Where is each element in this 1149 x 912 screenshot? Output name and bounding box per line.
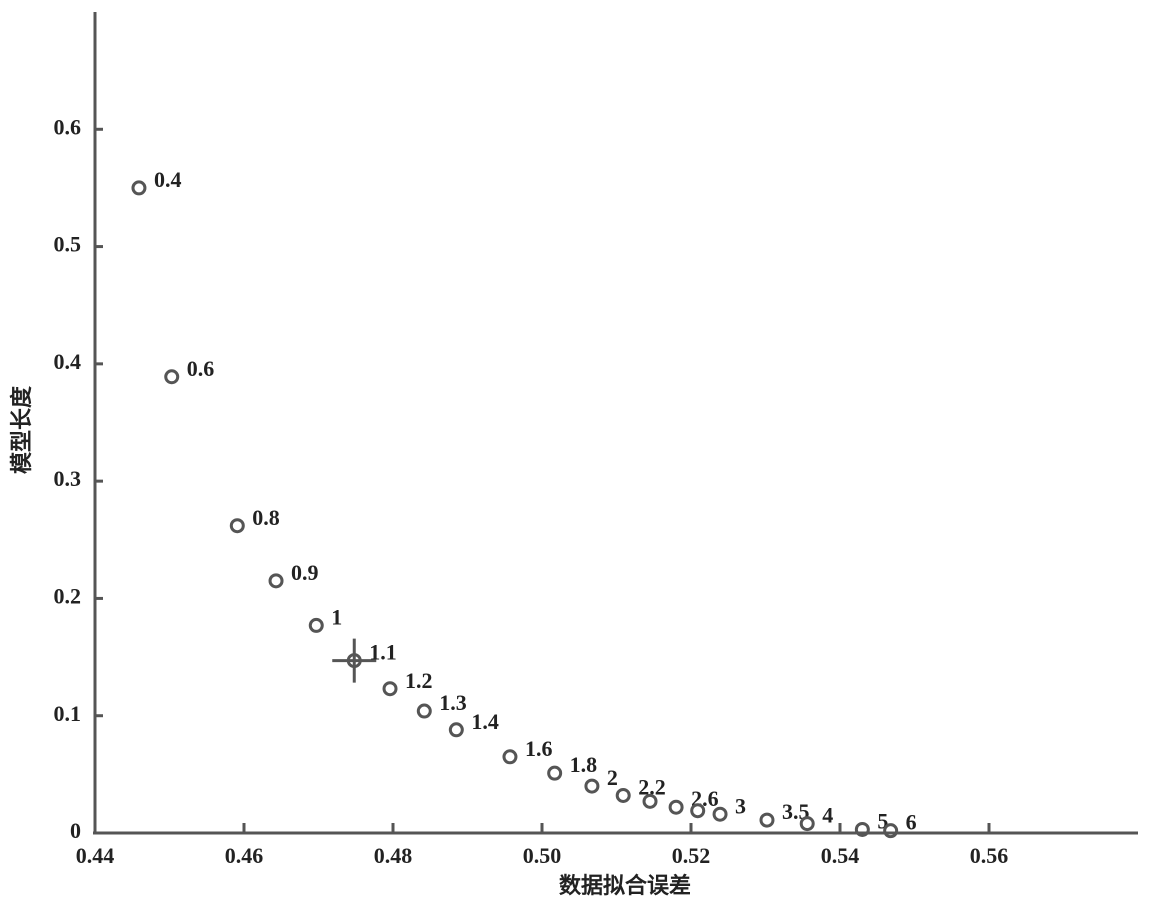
x-tick-label: 0.52: [672, 843, 711, 868]
point-label: 0.4: [154, 167, 182, 192]
y-tick-label: 0.2: [54, 583, 82, 608]
point-label: 3.5: [782, 799, 810, 824]
point: [883, 823, 899, 839]
point: [642, 793, 658, 809]
point-label: 1.6: [525, 736, 553, 761]
point: [712, 806, 728, 822]
point-label: 6: [906, 810, 917, 835]
point-label: 1.1: [369, 640, 397, 665]
point-label: 1.2: [405, 668, 433, 693]
point-label: 2: [607, 765, 618, 790]
point: [854, 821, 870, 837]
point-label: 5: [877, 809, 888, 834]
point-label: 1.8: [570, 752, 598, 777]
point: [690, 803, 706, 819]
point-label: 1: [331, 604, 342, 629]
x-tick-label: 0.50: [523, 843, 562, 868]
y-tick-label: 0: [70, 818, 81, 843]
point: [131, 180, 147, 196]
point: [615, 787, 631, 803]
point: [502, 749, 518, 765]
highlight-cross: [332, 638, 377, 683]
point-label: 1.4: [471, 709, 499, 734]
point: [584, 778, 600, 794]
y-axis-title: 模型长度: [9, 385, 34, 474]
point-label: 3: [735, 793, 746, 818]
y-tick-label: 0.5: [54, 232, 82, 257]
x-tick-label: 0.46: [225, 843, 264, 868]
y-tick-label: 0.3: [54, 466, 82, 491]
y-tick-label: 0.1: [54, 701, 82, 726]
point-label: 2.6: [691, 786, 719, 811]
point: [382, 681, 398, 697]
point: [164, 369, 180, 385]
x-tick-label: 0.54: [821, 843, 860, 868]
point-label: 1.3: [439, 690, 467, 715]
point: [547, 765, 563, 781]
point: [416, 703, 432, 719]
point-label: 0.9: [291, 560, 319, 585]
point: [799, 816, 815, 832]
point-label: 0.6: [187, 356, 215, 381]
y-tick-label: 0.4: [54, 349, 82, 374]
point: [668, 799, 684, 815]
point: [229, 518, 245, 534]
x-axis-title: 数据拟合误差: [559, 873, 691, 898]
y-tick-label: 0.6: [54, 114, 82, 139]
point-label: 0.8: [252, 505, 279, 530]
x-tick-label: 0.44: [76, 843, 115, 868]
point: [308, 617, 324, 633]
point: [346, 653, 362, 669]
x-tick-label: 0.48: [374, 843, 413, 868]
point-label: 4: [822, 803, 833, 828]
x-tick-label: 0.56: [970, 843, 1009, 868]
point: [759, 812, 775, 828]
point: [268, 573, 284, 589]
point: [448, 722, 464, 738]
